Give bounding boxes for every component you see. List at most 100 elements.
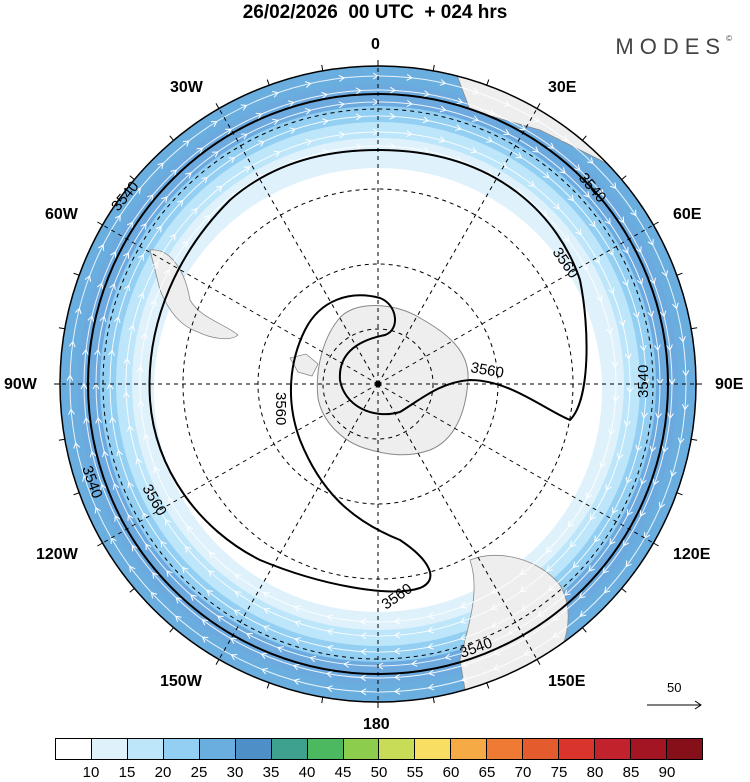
border-tick bbox=[58, 438, 65, 441]
streamline-arrow bbox=[602, 567, 609, 574]
border-tick bbox=[73, 492, 80, 496]
streamline-arrow bbox=[569, 540, 577, 548]
streamline-arrow bbox=[470, 146, 478, 154]
streamline-arrow bbox=[112, 483, 120, 490]
streamline-arrow bbox=[609, 538, 616, 545]
legend-tick-label: 45 bbox=[334, 764, 352, 781]
legend-swatch bbox=[343, 739, 380, 759]
streamline-arrow bbox=[114, 214, 121, 222]
streamline-arrow bbox=[581, 264, 588, 271]
streamline-arrow bbox=[145, 543, 152, 551]
lon-label-30e: 30E bbox=[548, 79, 577, 96]
streamline-arrow bbox=[153, 466, 160, 473]
streamline-arrow bbox=[241, 133, 248, 140]
streamline-arrow bbox=[639, 344, 647, 352]
meridian-line bbox=[218, 383, 379, 660]
streamline-arrow bbox=[165, 518, 172, 526]
streamline-arrow bbox=[572, 561, 580, 569]
streamline-arrow bbox=[460, 675, 468, 683]
streamline-arrow bbox=[519, 586, 527, 593]
legend-tick-label: 25 bbox=[190, 764, 208, 781]
border-tick bbox=[432, 64, 435, 71]
streamline-arrow bbox=[359, 674, 367, 682]
streamline-arrow bbox=[623, 420, 631, 427]
streamline-arrow bbox=[73, 442, 80, 449]
streamline-arrow bbox=[122, 391, 130, 398]
streamline-arrow bbox=[273, 150, 281, 158]
streamline-arrow bbox=[113, 316, 121, 324]
streamline-arrow bbox=[305, 138, 313, 146]
streamline-arrow bbox=[589, 220, 596, 228]
streamline-arrow bbox=[201, 619, 209, 626]
lon-label-90w: 90W bbox=[4, 376, 37, 393]
streamline-arrow bbox=[129, 565, 136, 573]
streamline-arrow bbox=[559, 167, 566, 174]
streamline-arrow bbox=[423, 90, 431, 98]
border-tick bbox=[653, 221, 659, 226]
streamline-arrow bbox=[461, 661, 469, 668]
streamline-arrow bbox=[210, 121, 218, 128]
streamline-arrow bbox=[444, 653, 452, 660]
streamline-arrow bbox=[234, 591, 242, 598]
streamline-arrow bbox=[393, 647, 401, 655]
streamline-arrow bbox=[150, 299, 157, 307]
legend-tick-label: 70 bbox=[514, 764, 532, 781]
streamline-arrow bbox=[201, 176, 208, 184]
streamline-arrow bbox=[127, 514, 134, 521]
streamline-arrow bbox=[123, 284, 131, 292]
legend-tick-label: 40 bbox=[298, 764, 316, 781]
streamline-arrow bbox=[272, 90, 279, 98]
streamline-arrow bbox=[670, 470, 677, 477]
streamline-arrow bbox=[597, 189, 604, 196]
streamline-arrow bbox=[294, 637, 301, 644]
streamline-arrow bbox=[186, 525, 194, 533]
streamline-arrow bbox=[277, 646, 284, 653]
streamline-arrow bbox=[618, 319, 626, 327]
streamline-arrow bbox=[647, 239, 654, 246]
legend-tick-label: 30 bbox=[226, 764, 244, 781]
streamline-arrow bbox=[155, 225, 162, 233]
streamline-arrow bbox=[140, 223, 147, 230]
streamline-arrow bbox=[137, 254, 144, 261]
streamline-arrow bbox=[215, 185, 223, 192]
streamline-arrow bbox=[439, 105, 447, 113]
legend-swatch bbox=[235, 739, 272, 759]
streamline-arrow bbox=[128, 324, 136, 332]
streamline-arrow bbox=[649, 445, 657, 453]
streamline-arrow bbox=[605, 484, 612, 491]
streamline-arrow bbox=[230, 638, 237, 644]
border-tick bbox=[169, 135, 174, 141]
streamline-arrow bbox=[84, 275, 92, 282]
meridian-line bbox=[377, 383, 538, 660]
border-tick bbox=[129, 175, 135, 180]
streamline-arrow bbox=[459, 617, 467, 624]
streamline-arrow bbox=[616, 452, 624, 460]
streamline-arrow bbox=[293, 678, 300, 685]
streamline-arrow bbox=[661, 446, 669, 453]
streamline-arrow bbox=[406, 130, 413, 138]
streamline-arrow bbox=[427, 683, 435, 691]
streamline-arrow bbox=[148, 489, 155, 496]
streamline-arrow bbox=[152, 572, 159, 579]
streamline-arrow bbox=[626, 509, 633, 516]
streamline-arrow bbox=[110, 537, 117, 544]
streamline-arrow bbox=[258, 140, 265, 147]
streamline-arrow bbox=[217, 615, 224, 622]
streamline-arrow bbox=[564, 589, 571, 596]
streamline-arrow bbox=[561, 135, 568, 142]
streamline-arrow bbox=[552, 631, 560, 638]
legend-swatch bbox=[559, 739, 596, 759]
streamline-arrow bbox=[586, 157, 594, 164]
streamline-arrow bbox=[123, 357, 131, 365]
streamline-arrow bbox=[87, 315, 95, 322]
streamline-arrow bbox=[553, 203, 560, 210]
streamline-arrow bbox=[255, 112, 263, 120]
contour-label-3560-w: 3560 bbox=[272, 392, 289, 425]
streamline-arrow bbox=[206, 589, 214, 597]
streamline-arrow bbox=[338, 101, 345, 109]
streamline-arrow bbox=[106, 383, 114, 390]
streamline-arrow bbox=[394, 673, 401, 681]
streamline-arrow bbox=[263, 592, 270, 599]
streamline-arrow bbox=[652, 478, 660, 486]
